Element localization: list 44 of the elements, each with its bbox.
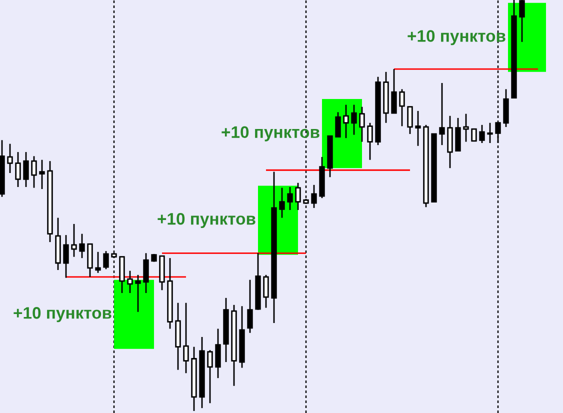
candlestick <box>215 328 221 379</box>
candlestick <box>71 223 77 258</box>
candlestick <box>31 155 37 188</box>
candlestick <box>7 143 13 174</box>
candlestick <box>391 68 397 114</box>
candlestick <box>207 349 213 404</box>
candlestick <box>367 122 373 161</box>
candlestick <box>399 88 405 127</box>
candlestick <box>87 243 93 278</box>
candlestick <box>295 182 301 211</box>
candlestick <box>143 252 149 294</box>
band-label: +10 пунктов <box>408 30 506 46</box>
candlestick <box>23 151 29 188</box>
candlestick <box>183 302 189 374</box>
candlestick <box>63 234 69 278</box>
band-label: +10 пунктов <box>222 126 320 142</box>
candlestick <box>15 151 21 188</box>
candlestick <box>95 251 101 274</box>
band-label: +10 пунктов <box>14 307 112 322</box>
candlestick <box>287 186 293 211</box>
candlestick <box>351 104 357 136</box>
candlestick <box>311 184 317 209</box>
candlestick <box>335 111 341 138</box>
candlestick <box>415 110 421 147</box>
candlestick <box>503 88 509 128</box>
candlestick <box>263 274 269 308</box>
candlestick <box>79 233 85 259</box>
candlestick <box>519 0 525 43</box>
candlestick <box>343 104 349 139</box>
candlestick <box>279 187 285 218</box>
candlestick <box>127 270 133 294</box>
candlestick <box>479 124 485 144</box>
candlestick <box>463 113 469 142</box>
candlestick <box>247 279 253 334</box>
candlestick <box>455 117 461 152</box>
candlestick <box>39 159 45 190</box>
candlestick <box>359 106 365 142</box>
candlestick <box>135 274 141 313</box>
candlestick <box>487 122 493 144</box>
candlestick <box>439 82 445 146</box>
candlestick <box>471 128 477 142</box>
candlestick <box>407 106 413 135</box>
band-label: +10 пунктов <box>158 212 256 228</box>
candlestick <box>103 250 109 270</box>
